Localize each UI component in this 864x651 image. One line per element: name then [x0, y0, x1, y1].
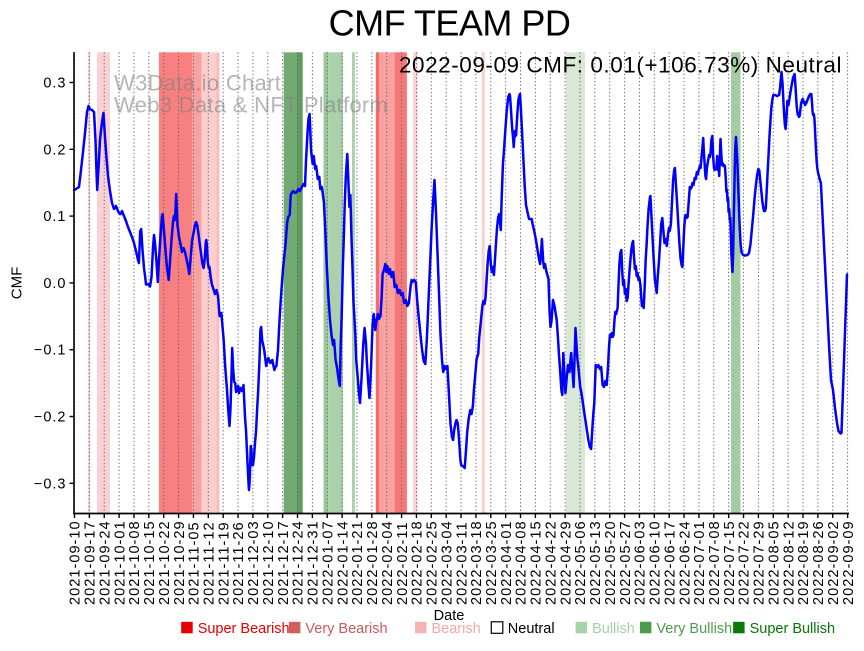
svg-text:2022-03-25: 2022-03-25: [484, 520, 500, 605]
svg-text:2022-05-20: 2022-05-20: [603, 520, 619, 605]
svg-text:W3Data.io Chart: W3Data.io Chart: [114, 71, 281, 96]
svg-text:−0.1: −0.1: [34, 343, 67, 359]
svg-text:2021-11-05: 2021-11-05: [187, 521, 203, 605]
svg-text:2022-06-10: 2022-06-10: [648, 520, 664, 605]
svg-text:CMF: CMF: [9, 267, 26, 300]
svg-text:2022-05-27: 2022-05-27: [618, 520, 634, 605]
svg-text:2022-07-15: 2022-07-15: [722, 520, 738, 605]
svg-text:2021-09-10: 2021-09-10: [68, 520, 84, 605]
svg-text:2022-02-18: 2022-02-18: [410, 520, 426, 605]
svg-text:Very Bearish: Very Bearish: [305, 621, 387, 637]
svg-text:2022-07-08: 2022-07-08: [707, 520, 723, 605]
svg-text:2022-05-06: 2022-05-06: [573, 520, 589, 605]
svg-text:2021-12-10: 2021-12-10: [261, 520, 277, 605]
svg-text:Date: Date: [434, 608, 465, 624]
svg-text:2022-08-12: 2022-08-12: [781, 520, 797, 605]
svg-text:2022-05-13: 2022-05-13: [588, 520, 604, 605]
svg-text:0.3: 0.3: [43, 76, 66, 92]
svg-text:Web3 Data & NFT Platform: Web3 Data & NFT Platform: [114, 93, 388, 118]
svg-text:2022-02-04: 2022-02-04: [380, 520, 396, 605]
svg-text:2022-03-11: 2022-03-11: [454, 521, 470, 605]
svg-text:−0.3: −0.3: [34, 476, 67, 492]
svg-text:2022-04-01: 2022-04-01: [499, 520, 515, 605]
svg-text:2022-02-11: 2022-02-11: [395, 521, 411, 605]
svg-text:2022-01-21: 2022-01-21: [350, 520, 366, 605]
svg-text:2022-02-25: 2022-02-25: [425, 520, 441, 605]
svg-text:2021-11-12: 2021-11-12: [202, 521, 218, 605]
svg-text:2021-10-01: 2021-10-01: [112, 520, 128, 605]
svg-text:CMF TEAM PD: CMF TEAM PD: [329, 3, 571, 44]
svg-text:2021-10-29: 2021-10-29: [172, 520, 188, 605]
svg-text:2022-01-14: 2022-01-14: [335, 520, 351, 605]
svg-text:2022-07-22: 2022-07-22: [737, 520, 753, 605]
svg-text:Bearish: Bearish: [432, 621, 481, 637]
svg-text:2021-09-24: 2021-09-24: [97, 520, 113, 605]
svg-text:2022-06-03: 2022-06-03: [633, 520, 649, 605]
svg-text:2022-08-26: 2022-08-26: [811, 520, 827, 605]
svg-text:2021-10-15: 2021-10-15: [142, 520, 158, 605]
svg-text:2021-09-17: 2021-09-17: [83, 520, 99, 605]
svg-text:2021-12-03: 2021-12-03: [246, 520, 262, 605]
svg-text:2022-09-09: 2022-09-09: [841, 520, 857, 605]
svg-text:2022-04-22: 2022-04-22: [543, 520, 559, 605]
svg-text:2022-08-05: 2022-08-05: [766, 520, 782, 605]
svg-text:2021-11-19: 2021-11-19: [216, 521, 232, 605]
svg-text:2022-04-29: 2022-04-29: [558, 520, 574, 605]
svg-text:2022-06-17: 2022-06-17: [662, 520, 678, 605]
svg-text:2022-07-01: 2022-07-01: [692, 520, 708, 605]
svg-text:Very Bullish: Very Bullish: [656, 621, 732, 637]
svg-text:−0.2: −0.2: [34, 410, 67, 426]
svg-text:2022-01-28: 2022-01-28: [365, 520, 381, 605]
svg-text:2022-04-15: 2022-04-15: [529, 520, 545, 605]
svg-text:2022-03-18: 2022-03-18: [469, 520, 485, 605]
svg-text:Super Bearish: Super Bearish: [198, 621, 290, 637]
svg-text:2022-06-24: 2022-06-24: [677, 520, 693, 605]
svg-text:Neutral: Neutral: [508, 621, 555, 637]
svg-text:Bullish: Bullish: [592, 621, 635, 637]
svg-text:2022-09-02: 2022-09-02: [826, 520, 842, 605]
svg-text:2022-04-08: 2022-04-08: [514, 520, 530, 605]
svg-text:Super Bullish: Super Bullish: [750, 621, 835, 637]
svg-text:2021-10-22: 2021-10-22: [157, 520, 173, 605]
svg-text:2021-11-26: 2021-11-26: [231, 521, 247, 605]
svg-text:2021-12-31: 2021-12-31: [306, 520, 322, 605]
svg-text:2022-09-09 CMF: 0.01(+106.73%): 2022-09-09 CMF: 0.01(+106.73%) Neutral: [399, 53, 842, 78]
svg-text:0.1: 0.1: [43, 209, 66, 225]
svg-text:0.0: 0.0: [43, 276, 66, 292]
svg-text:2022-08-19: 2022-08-19: [796, 520, 812, 605]
svg-text:2021-10-08: 2021-10-08: [127, 520, 143, 605]
svg-text:2022-01-07: 2022-01-07: [320, 520, 336, 605]
svg-text:2021-12-24: 2021-12-24: [291, 520, 307, 605]
svg-text:0.2: 0.2: [43, 142, 66, 158]
svg-text:2022-07-29: 2022-07-29: [752, 520, 768, 605]
svg-text:2021-12-17: 2021-12-17: [276, 520, 292, 605]
svg-text:2022-03-04: 2022-03-04: [439, 520, 455, 605]
